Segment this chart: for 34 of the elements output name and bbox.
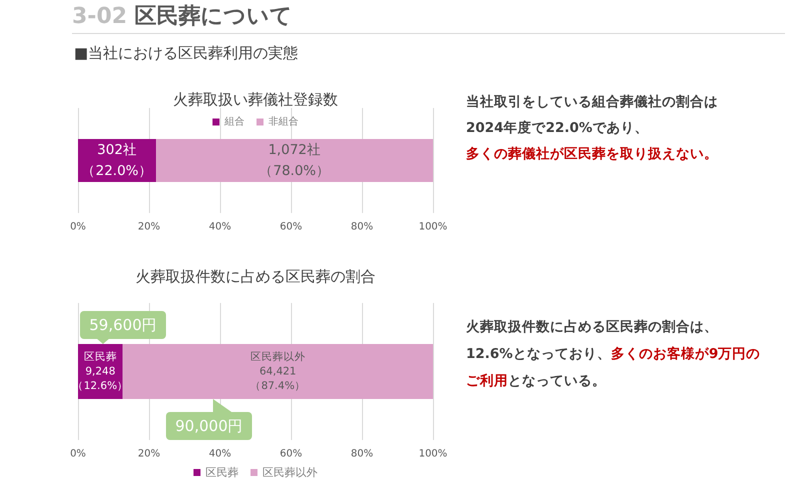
text: となっている。 (508, 372, 606, 388)
x-tick-label: 80% (350, 448, 374, 460)
data-label: 区民葬以外64,421（87.4%） (250, 350, 306, 392)
legend-label: 非組合 (268, 116, 298, 128)
text: 火葬取扱件数に占める区民葬の割合は、 (466, 318, 718, 334)
legend-label: 区民葬 (206, 466, 238, 479)
text: ■当社における区民葬利用の実態 (74, 43, 298, 63)
data-label: 1,072社（78.0%） (259, 142, 330, 179)
text: 多くのお客様が9万円の (610, 346, 760, 362)
text: ご利用 (466, 372, 508, 388)
x-tick-label: 40% (208, 448, 232, 460)
legend-label: 区民葬以外 (262, 466, 318, 479)
chart-title: 火葬取扱件数に占める区民葬の割合 (136, 268, 376, 286)
x-tick-label: 40% (208, 222, 232, 232)
text: 3-02 区民葬について (72, 4, 293, 29)
text: 多くの葬儀社が区民葬を取り扱えない。 (466, 146, 718, 162)
data-label: 302社（22.0%） (82, 142, 152, 179)
x-tick-label: 0% (70, 222, 86, 232)
text: 当社取引をしている組合葬儀社の割合は (466, 94, 718, 110)
text: 12.6%となっており、 (466, 346, 611, 362)
legend-label: 組合 (224, 116, 244, 128)
annotation: 90,000円 (175, 416, 243, 436)
data-label: 区民葬9,248（12.6%） (72, 350, 128, 392)
text: 2024年度で22.0%であり、 (466, 120, 648, 136)
x-tick-label: 100% (418, 448, 448, 460)
x-tick-label: 100% (418, 222, 448, 232)
x-tick-label: 20% (138, 222, 160, 232)
x-tick-label: 80% (350, 222, 374, 232)
chart-title: 火葬取扱い葬儀社登録数 (173, 90, 338, 108)
x-tick-label: 60% (280, 222, 302, 232)
annotation: 59,600円 (89, 316, 157, 334)
x-tick-label: 20% (138, 448, 160, 460)
x-tick-label: 60% (280, 448, 302, 460)
x-tick-label: 0% (70, 448, 86, 460)
